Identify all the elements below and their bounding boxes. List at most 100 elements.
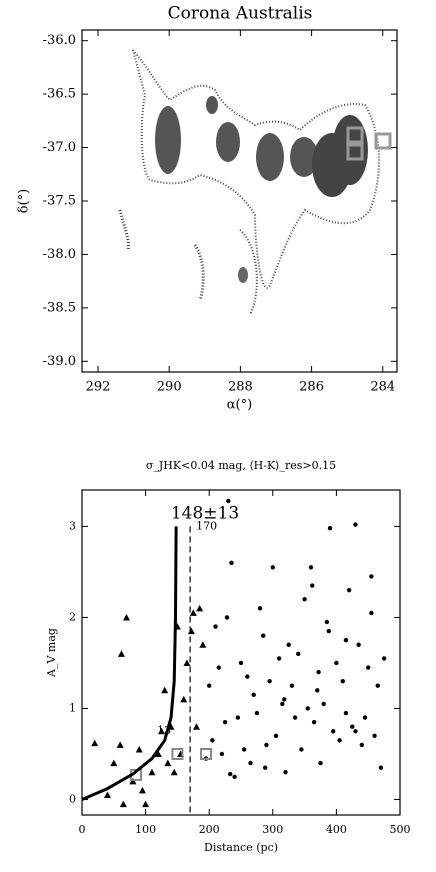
dot-point xyxy=(369,574,374,579)
dot-point xyxy=(224,615,230,620)
cloud-outline xyxy=(132,49,380,289)
dot-point xyxy=(343,638,349,643)
dot-point xyxy=(350,724,355,729)
y-tick-label: -36.5 xyxy=(43,87,76,102)
dot-point xyxy=(366,665,371,670)
cloud-core xyxy=(290,137,318,177)
dot-point xyxy=(245,674,250,679)
dot-point xyxy=(318,760,323,766)
x-tick-label: 0 xyxy=(79,823,86,836)
dot-point xyxy=(286,642,291,647)
cloud-core xyxy=(216,122,240,162)
dot-point xyxy=(213,624,218,629)
dot-point xyxy=(235,715,241,720)
triangle-point xyxy=(110,759,118,767)
plot-frame xyxy=(81,489,401,816)
triangle-point xyxy=(187,627,195,635)
dot-point xyxy=(331,729,336,734)
triangle-point xyxy=(183,659,191,666)
triangle-point xyxy=(148,768,156,776)
y-tick-label: 0 xyxy=(69,793,76,806)
triangle-point xyxy=(189,609,197,616)
triangle-point xyxy=(103,791,111,798)
y-tick-label: 3 xyxy=(69,519,76,532)
cloud-core xyxy=(256,133,284,181)
cloud-core xyxy=(332,115,368,185)
dot-point xyxy=(362,715,368,720)
dot-point xyxy=(321,701,326,707)
x-tick-label: 290 xyxy=(157,380,182,395)
field-box xyxy=(346,126,364,144)
x-axis-label: Distance (pc) xyxy=(204,841,278,854)
dot-point xyxy=(375,683,380,688)
dot-point xyxy=(257,606,263,611)
y-tick-label: -38.0 xyxy=(43,247,76,262)
x-tick-label: 100 xyxy=(135,823,156,836)
triangle-point xyxy=(119,800,127,808)
y-tick-label: -37.0 xyxy=(43,140,76,155)
dot-point xyxy=(337,738,342,743)
dot-point xyxy=(353,729,358,734)
cloud-core xyxy=(238,267,248,283)
triangle-point xyxy=(199,641,207,648)
dot-point xyxy=(346,587,352,593)
y-axis-label: A_V mag xyxy=(45,628,58,678)
dot-point xyxy=(270,565,275,570)
triangle-point xyxy=(129,777,137,785)
dot-point xyxy=(299,747,304,752)
triangle-point xyxy=(196,604,204,612)
triangle-point xyxy=(180,695,188,703)
dot-point xyxy=(311,719,317,725)
dot-point xyxy=(381,656,387,661)
x-tick-label: 500 xyxy=(390,823,411,836)
dot-point xyxy=(378,765,384,770)
dot-point xyxy=(372,733,377,738)
field-box xyxy=(346,143,364,161)
dot-point xyxy=(229,560,234,566)
x-tick-label: 288 xyxy=(228,380,253,395)
dot-point xyxy=(251,692,256,698)
dot-point xyxy=(356,642,361,647)
dot-point xyxy=(226,498,231,504)
triangle-point xyxy=(135,745,143,753)
dot-point xyxy=(267,678,272,684)
x-tick-label: 292 xyxy=(86,380,111,395)
y-tick-label: -39.0 xyxy=(43,354,76,369)
triangle-point xyxy=(161,686,169,694)
dot-point xyxy=(222,719,228,725)
x-axis-label: α(°) xyxy=(227,398,252,413)
x-tick-label: 200 xyxy=(199,823,220,836)
triangle-point xyxy=(158,727,165,735)
cloud-outline xyxy=(193,244,205,301)
cloud-outline xyxy=(239,229,258,316)
fit-curve xyxy=(81,526,178,801)
cloud-map xyxy=(118,49,392,316)
cloud-core xyxy=(155,106,181,174)
dot-point xyxy=(238,660,244,666)
triangle-point xyxy=(164,759,172,767)
dot-point xyxy=(340,678,345,684)
triangle-point xyxy=(154,750,162,758)
triangle-point xyxy=(91,739,99,747)
x-tick-label: 300 xyxy=(262,823,283,836)
x-tick-label: 286 xyxy=(299,380,324,395)
y-tick-label: 2 xyxy=(69,610,76,623)
dot-point xyxy=(308,565,314,570)
y-tick-label: -37.5 xyxy=(43,194,76,209)
dot-point xyxy=(232,774,237,779)
y-tick-label: -36.0 xyxy=(43,33,76,48)
triangle-point xyxy=(116,741,124,748)
dot-point xyxy=(227,771,233,777)
dot-point xyxy=(310,583,315,588)
dot-point xyxy=(334,660,339,666)
dot-point xyxy=(210,738,215,743)
triangle-point xyxy=(117,650,125,657)
x-tick-label: 284 xyxy=(370,380,395,395)
square-point xyxy=(171,748,184,761)
dot-point xyxy=(264,742,269,748)
dot-point xyxy=(296,651,301,657)
dot-point xyxy=(327,526,333,531)
dot-point xyxy=(207,683,212,688)
dot-point xyxy=(280,701,285,707)
